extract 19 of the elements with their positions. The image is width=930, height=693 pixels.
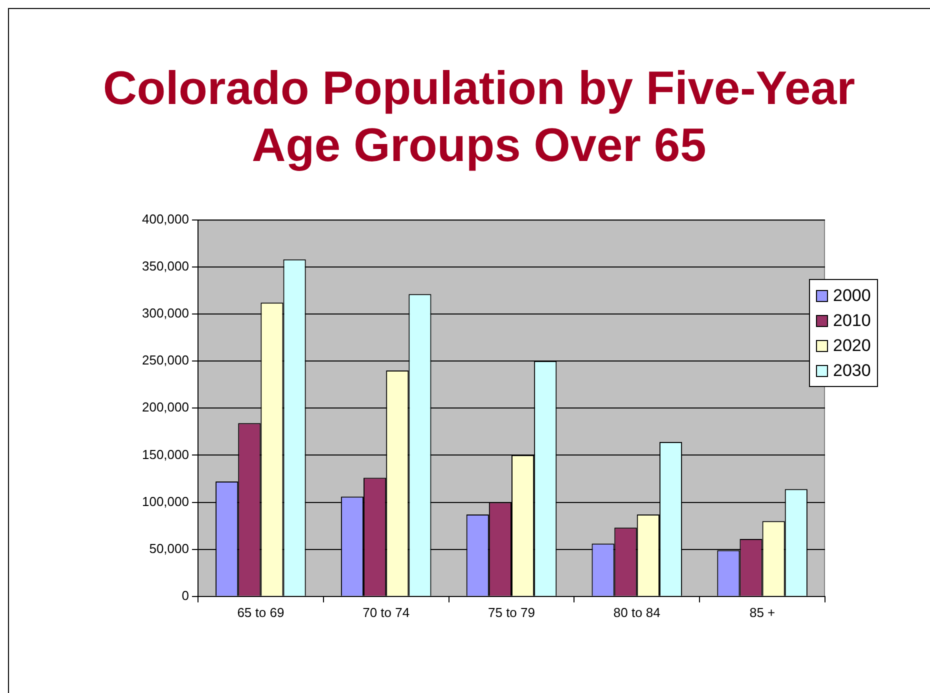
x-tick-label: 85 + [749,604,776,620]
y-tick-label: 250,000 [142,352,189,368]
y-tick-label: 0 [182,588,189,603]
x-tick-label: 70 to 74 [362,604,410,620]
y-tick-label: 300,000 [142,306,189,321]
x-tick-label: 75 to 79 [488,604,535,620]
y-tick-label: 100,000 [142,494,189,509]
chart-title: Colorado Population by Five-Year Age Groups Over 65 [102,60,856,173]
y-tick-label: 50,000 [149,540,189,556]
y-tick-label: 150,000 [142,446,189,462]
legend-label: 2020 [833,335,871,357]
y-tick-label: 350,000 [142,258,189,274]
y-tick-label: 200,000 [142,400,189,415]
y-tick-label: 400,000 [142,211,189,226]
legend-label: 2000 [833,285,871,307]
legend-label: 2010 [833,310,871,332]
x-tick-label: 65 to 69 [237,604,284,620]
legend-label: 2030 [833,360,871,382]
x-tick-label: 80 to 84 [613,604,660,620]
